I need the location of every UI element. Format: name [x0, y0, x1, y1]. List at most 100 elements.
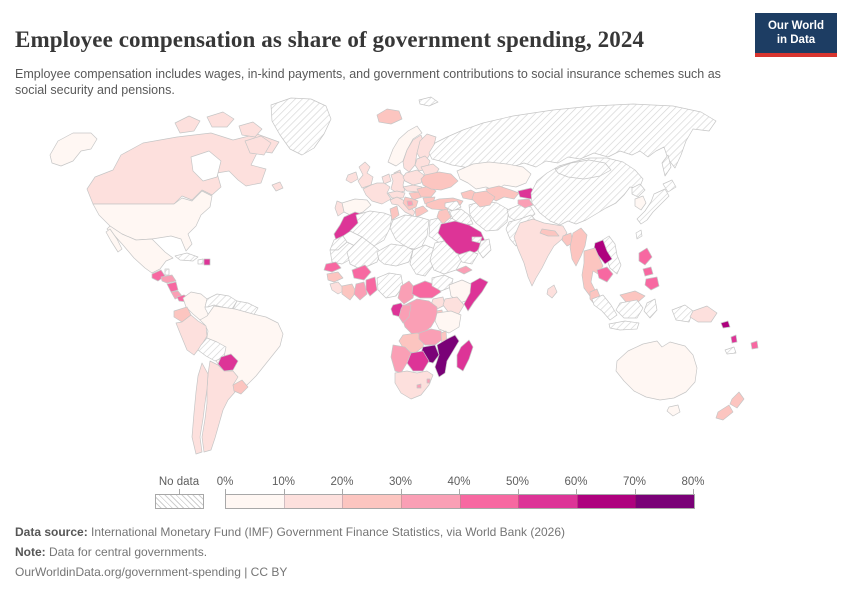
owid-logo[interactable]: Our World in Data — [755, 13, 837, 57]
country-mali[interactable]: Mali: No data — [346, 236, 382, 269]
country-south-africa[interactable]: South Africa: 10-20% — [394, 370, 434, 400]
citation-line[interactable]: OurWorldinData.org/government-spending |… — [15, 562, 565, 582]
country-portugal[interactable]: Portugal: 10-20% — [334, 200, 345, 217]
country-congo[interactable]: Congo: 30-40% — [398, 304, 412, 324]
legend-bin-0-10%[interactable] — [226, 495, 285, 508]
country-eswatini[interactable]: Eswatini: 30-40% — [426, 378, 431, 384]
legend-no-data[interactable]: No data — [155, 476, 204, 509]
country-somalia[interactable]: Somalia: 50-60% — [463, 277, 489, 312]
country-burkina-faso[interactable]: Burkina Faso: 40-50% — [351, 264, 372, 281]
legend-bin-10-20%[interactable] — [284, 495, 344, 508]
country-belize[interactable]: Belize: No data — [164, 268, 170, 276]
country-oman[interactable]: Oman: No data — [477, 238, 492, 259]
country-uae-qatar[interactable]: United Arab Emirates & Qatar: No data — [471, 236, 483, 244]
country-new-caledonia[interactable]: New Caledonia: No data — [724, 346, 737, 355]
legend-bin-50-60%[interactable] — [519, 495, 578, 508]
country-libya[interactable]: Libya: No data — [389, 214, 430, 251]
country-bangladesh[interactable]: Bangladesh: 20-30% — [561, 232, 574, 247]
country-ukraine[interactable]: Ukraine: 20-30% — [420, 171, 459, 191]
country-bosnia[interactable]: Bosnia and Herzegovina: 30-40% — [406, 200, 414, 207]
citation-text[interactable]: OurWorldinData.org/government-spending |… — [15, 565, 288, 579]
country-taiwan[interactable]: Taiwan: No data — [635, 229, 643, 240]
country-indonesia-kalimantan[interactable]: Indonesia: No data — [615, 299, 644, 319]
country-tanzania[interactable]: Tanzania: 0-10% — [434, 310, 462, 334]
country-ghana[interactable]: Ghana: 30-40% — [353, 281, 368, 301]
country-papua-new-guinea[interactable]: Papua New Guinea: 10-20% — [689, 305, 718, 323]
country-japan-hokkaido[interactable]: Japan: No data — [662, 179, 677, 193]
country-zambia[interactable]: Zambia: 30-40% — [418, 328, 444, 346]
country-russia[interactable]: Russia: No data — [428, 103, 717, 172]
country-mozambique[interactable]: Mozambique: 70-80% — [434, 334, 460, 378]
country-spain[interactable]: Spain: 0-10% — [341, 198, 372, 217]
legend-bin-70-80%[interactable] — [636, 495, 694, 508]
country-germany[interactable]: Germany: 10-20% — [390, 171, 406, 194]
country-israel-jordan[interactable]: Israel & Jordan: 20-30% — [436, 208, 452, 225]
legend-bin-30-40%[interactable] — [401, 495, 461, 508]
country-paraguay[interactable]: Paraguay: 50-60% — [217, 353, 239, 372]
legend-bin-60-70%[interactable] — [577, 495, 637, 508]
country-norway[interactable]: Norway: 0-10% — [387, 125, 423, 167]
country-canada-newfoundland[interactable]: Canada: 10-20% — [271, 181, 284, 192]
country-australia-tasmania[interactable]: Australia: 0-10% — [666, 404, 681, 417]
country-italy[interactable]: Italy: 10-20% — [389, 196, 416, 217]
country-mongolia[interactable]: Mongolia: No data — [554, 159, 612, 180]
country-haiti[interactable]: Haiti: No data — [197, 258, 204, 265]
country-madagascar[interactable]: Madagascar: 50-60% — [456, 339, 474, 372]
country-chad[interactable]: Chad: No data — [409, 244, 436, 277]
country-chile[interactable]: Chile: 10-20% — [191, 362, 209, 455]
country-solomon-islands[interactable]: Solomon Islands: 60-70% — [720, 320, 731, 329]
country-guinea[interactable]: Guinea: 20-30% — [326, 271, 344, 283]
country-indonesia-papua[interactable]: Indonesia: No data — [671, 304, 694, 323]
legend-bin-20-30%[interactable] — [343, 495, 402, 508]
country-canada-arctic-1[interactable]: Canada: 10-20% — [174, 115, 201, 134]
country-svalbard[interactable]: Svalbard: No data — [418, 96, 439, 107]
country-thailand[interactable]: Thailand: 20-30% — [581, 247, 604, 297]
country-niger[interactable]: Niger: No data — [376, 243, 414, 267]
country-canada-arctic-2[interactable]: Canada: 10-20% — [206, 111, 235, 128]
country-philippines-visayas[interactable]: Philippines: 40-50% — [642, 266, 654, 277]
country-canada-arctic-3[interactable]: Canada: 10-20% — [238, 121, 263, 138]
country-uruguay[interactable]: Uruguay: 20-30% — [232, 379, 249, 395]
country-new-zealand-south[interactable]: New Zealand: 20-30% — [715, 404, 734, 421]
country-philippines-mindanao[interactable]: Philippines: 40-50% — [644, 276, 660, 291]
country-cote-divoire[interactable]: Côte d'Ivoire: 20-30% — [341, 283, 357, 301]
country-greece[interactable]: Greece: 20-30% — [414, 205, 429, 218]
country-philippines-luzon[interactable]: Philippines: 40-50% — [638, 247, 653, 266]
country-indonesia-sumatra[interactable]: Indonesia: No data — [591, 294, 618, 321]
country-colombia[interactable]: Colombia: 0-10% — [182, 291, 210, 321]
country-togo-benin[interactable]: Togo & Benin: 40-50% — [365, 276, 378, 297]
country-netherlands-belgium[interactable]: Netherlands & Belgium: 10-20% — [381, 173, 392, 185]
country-iceland[interactable]: Iceland: 20-30% — [376, 108, 403, 125]
country-iraq[interactable]: Iraq: No data — [448, 208, 474, 226]
country-indonesia-sulawesi[interactable]: Indonesia: No data — [643, 298, 658, 319]
country-north-korea[interactable]: North Korea: No data — [631, 183, 646, 198]
legend-no-data-swatch[interactable] — [155, 494, 204, 509]
country-senegal[interactable]: Senegal: 40-50% — [323, 261, 342, 273]
country-austria-switzerland[interactable]: Austria & Switzerland: 10-20% — [387, 190, 406, 199]
country-canada[interactable]: Canada: 10-20% — [86, 132, 280, 205]
country-nepal[interactable]: Nepal: 20-30% — [539, 228, 560, 237]
country-india[interactable]: India: 10-20% — [513, 218, 568, 287]
country-japan-honshu[interactable]: Japan: No data — [636, 188, 670, 225]
country-russia-sakhalin[interactable]: Russia: No data — [661, 154, 672, 177]
country-namibia[interactable]: Namibia: 30-40% — [390, 344, 412, 374]
country-australia[interactable]: Australia: 0-10% — [615, 340, 698, 401]
country-cambodia[interactable]: Cambodia: 40-50% — [596, 266, 614, 283]
country-france[interactable]: France: 10-20% — [362, 182, 392, 205]
country-lesotho[interactable]: Lesotho: 30-40% — [416, 383, 422, 389]
country-syria[interactable]: Syria: No data — [444, 200, 462, 212]
country-malaysia-borneo[interactable]: Malaysia: 20-30% — [619, 290, 646, 303]
country-south-korea[interactable]: South Korea: 0-10% — [634, 195, 647, 211]
country-indonesia-java[interactable]: Indonesia: No data — [608, 320, 640, 331]
country-belarus[interactable]: Belarus: 10-20% — [420, 163, 440, 176]
country-saudi-arabia[interactable]: Saudi Arabia: 50-60% — [437, 220, 486, 258]
country-tunisia[interactable]: Tunisia: 20-30% — [389, 205, 400, 221]
country-sri-lanka[interactable]: Sri Lanka: 10-20% — [546, 284, 558, 299]
country-greenland[interactable]: Greenland: No data — [270, 97, 332, 156]
country-cuba[interactable]: Cuba: No data — [174, 252, 199, 262]
country-nicaragua[interactable]: Nicaragua: 40-50% — [166, 281, 179, 293]
country-sierra-leone-liberia[interactable]: Sierra Leone & Liberia: 10-20% — [329, 281, 346, 295]
country-tajikistan[interactable]: Tajikistan: 30-40% — [517, 198, 534, 209]
country-new-zealand-north[interactable]: New Zealand: 20-30% — [729, 391, 745, 409]
country-argentina[interactable]: Argentina: 10-20% — [201, 360, 239, 453]
